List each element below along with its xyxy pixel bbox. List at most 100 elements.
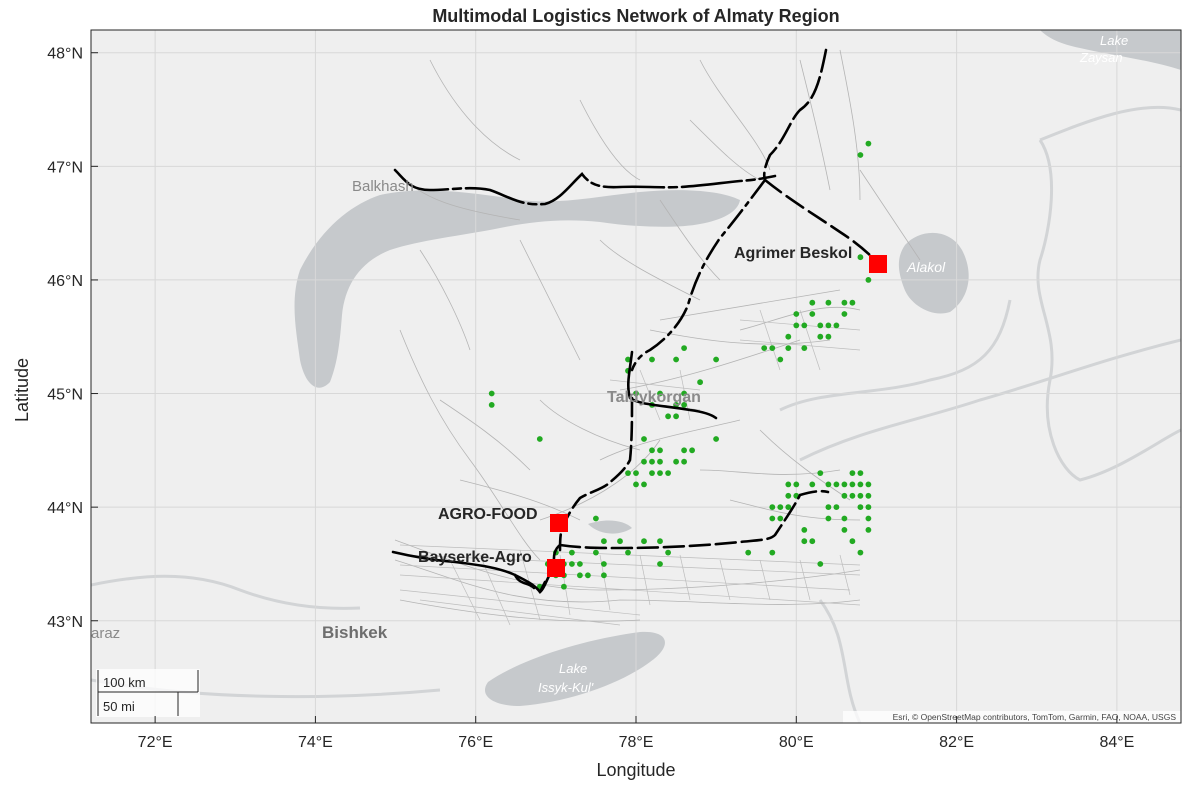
farm-point — [641, 481, 647, 488]
farm-point — [825, 481, 832, 488]
label-issyk-kul-1: Lake — [559, 661, 587, 676]
farm-point — [689, 447, 695, 454]
farm-point — [593, 549, 599, 556]
farm-point — [785, 492, 792, 499]
farm-point — [793, 311, 800, 317]
farm-point — [569, 549, 575, 556]
hub-agrofood[interactable]: AGRO-FOOD — [438, 506, 568, 532]
farm-point — [865, 515, 872, 522]
y-tick-label: 43°N — [47, 614, 83, 631]
road-network — [394, 49, 921, 622]
x-tick-label: 76°E — [458, 734, 493, 751]
farm-point — [857, 254, 864, 261]
farm-point — [536, 436, 543, 442]
basemap-rivers — [91, 105, 1181, 723]
x-axis-ticks: 72°E 74°E 76°E 78°E 80°E 82°E 84°E — [138, 716, 1134, 751]
y-tick-label: 46°N — [47, 273, 83, 290]
farm-point — [569, 561, 575, 567]
farm-point — [857, 492, 864, 499]
farm-point — [769, 515, 776, 522]
label-taldykorgan: Taldykorgan — [607, 389, 701, 406]
hub-bayserke[interactable]: Bayserke-Agro — [418, 549, 565, 577]
hub-label-bayserke: Bayserke-Agro — [418, 549, 532, 566]
farm-point — [697, 379, 703, 386]
hub-marker-agrofood[interactable] — [550, 514, 568, 532]
farm-point — [641, 436, 647, 442]
map-gridlines — [91, 30, 1181, 723]
farm-point — [633, 481, 639, 488]
farm-point — [673, 356, 679, 363]
attribution: Esri, © OpenStreetMap contributors, TomT… — [893, 712, 1177, 722]
route-taldykorgan — [627, 350, 718, 420]
farm-point — [809, 311, 816, 317]
farm-point — [793, 322, 800, 329]
farm-point — [601, 572, 607, 579]
hub-marker-agrimer[interactable] — [869, 255, 887, 273]
farm-point — [761, 345, 768, 351]
farm-point — [657, 470, 663, 476]
label-bishkek: Bishkek — [322, 623, 388, 642]
farm-point — [641, 538, 647, 545]
farm-point — [769, 549, 776, 556]
farm-point — [841, 515, 848, 522]
farm-point — [657, 538, 663, 545]
farm-point — [625, 356, 631, 363]
farm-point — [649, 470, 655, 476]
farm-point — [785, 345, 792, 351]
farm-point — [857, 549, 864, 556]
farm-point — [657, 561, 663, 567]
farm-point — [593, 515, 599, 522]
logistics-routes — [391, 48, 880, 594]
route-central — [630, 178, 767, 372]
farm-point — [825, 299, 832, 306]
farm-point — [801, 322, 808, 329]
farm-point — [865, 140, 872, 147]
x-tick-label: 72°E — [138, 734, 173, 751]
scale-mi-label: 50 mi — [103, 699, 135, 714]
farm-point — [745, 549, 752, 556]
farm-point — [657, 447, 663, 454]
farm-point — [681, 390, 687, 397]
farm-point — [865, 481, 872, 488]
farm-point — [849, 299, 856, 306]
farm-point — [785, 504, 792, 510]
label-balkhash: Balkhash — [352, 178, 414, 195]
farm-point — [817, 333, 824, 340]
farm-point — [841, 299, 848, 306]
hub-label-agrimer: Agrimer Beskol — [734, 245, 852, 262]
farm-points — [488, 140, 872, 590]
farm-point — [777, 504, 784, 510]
y-tick-label: 45°N — [47, 387, 83, 404]
farm-point — [713, 356, 719, 363]
hub-marker-bayserke[interactable] — [547, 559, 565, 577]
farm-point — [769, 345, 776, 351]
farm-point — [857, 504, 864, 510]
farm-point — [657, 458, 663, 465]
farm-point — [657, 390, 663, 397]
farm-point — [561, 583, 567, 590]
farm-point — [785, 333, 792, 340]
label-alakol: Alakol — [906, 259, 946, 275]
lake-issyk-kul — [484, 631, 665, 706]
farm-point — [833, 504, 840, 510]
farm-point — [809, 481, 816, 488]
label-lake-zaysan-1: Lake — [1100, 33, 1128, 48]
hub-label-agrofood: AGRO-FOOD — [438, 506, 538, 523]
farm-point — [673, 413, 679, 420]
route-east — [558, 489, 830, 550]
scale-km-label: 100 km — [103, 675, 146, 690]
route-north — [762, 48, 828, 182]
farm-point — [849, 470, 856, 476]
lake-zaysan — [1040, 30, 1181, 70]
hub-agrimer[interactable]: Agrimer Beskol — [734, 245, 887, 273]
farm-point — [825, 515, 832, 522]
farm-point — [865, 277, 872, 283]
farm-point — [777, 515, 784, 522]
farm-point — [625, 470, 631, 476]
farm-point — [857, 470, 864, 476]
farm-point — [817, 470, 824, 476]
farm-point — [841, 492, 848, 499]
lake-alakol — [898, 232, 969, 314]
farm-point — [801, 538, 808, 545]
route-balkhash-corridor — [393, 168, 777, 206]
